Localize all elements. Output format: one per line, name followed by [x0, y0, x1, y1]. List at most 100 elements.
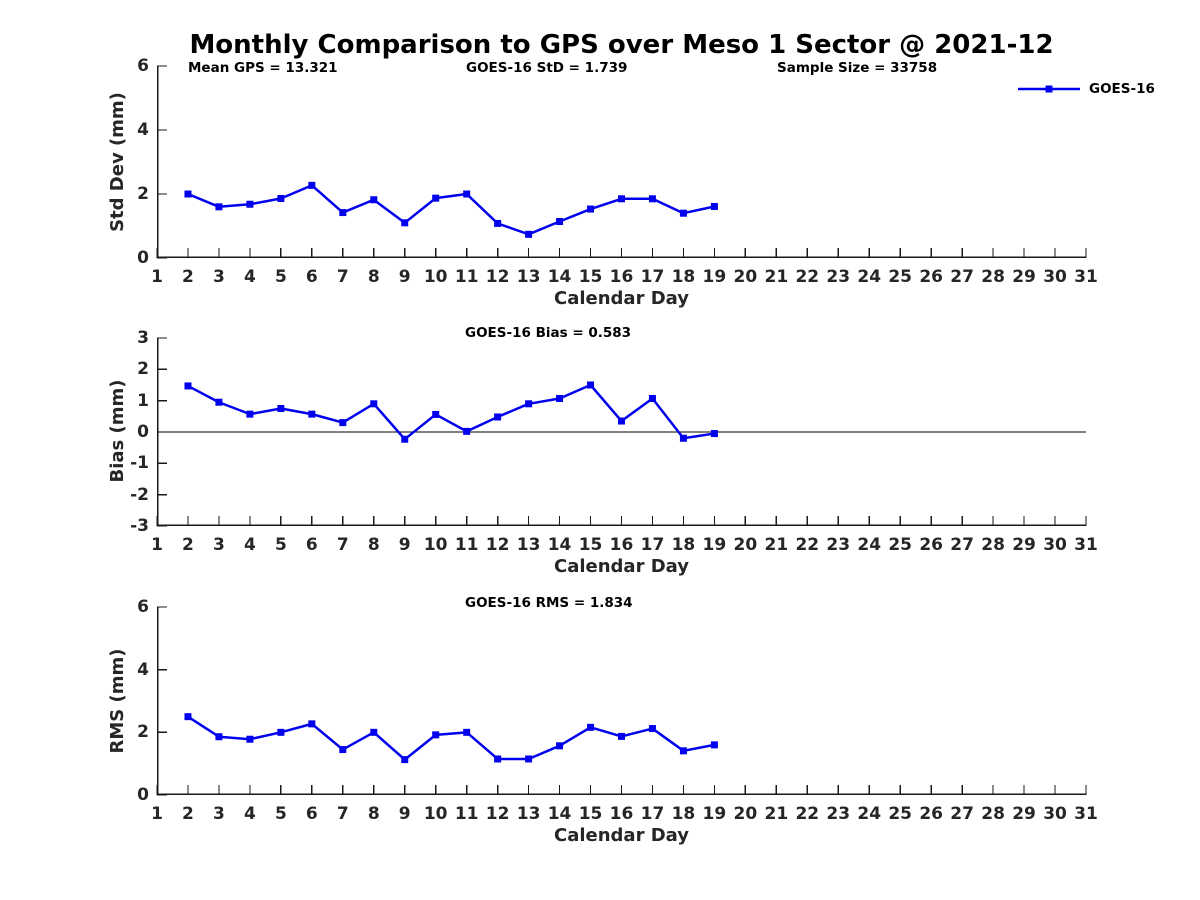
x-tick-label: 25 [888, 804, 913, 824]
x-tick-label: 13 [516, 804, 541, 824]
x-tick-label: 4 [243, 804, 256, 824]
data-point-marker [401, 219, 409, 227]
x-tick-label: 21 [764, 804, 789, 824]
x-tick-label: 28 [981, 535, 1005, 555]
x-tick-label: 9 [398, 535, 411, 555]
x-tick-label: 29 [1012, 535, 1036, 555]
x-tick-label: 18 [671, 804, 696, 824]
data-point-marker [618, 732, 625, 740]
x-tick-label: 2 [182, 535, 194, 555]
annotation-sample-size: Sample Size = 33758 [777, 60, 938, 76]
y-tick-label: 1 [137, 390, 149, 411]
y-tick-label: 6 [137, 597, 149, 617]
x-tick-label: 27 [950, 267, 974, 287]
data-point-marker [618, 417, 625, 425]
x-tick-label: 31 [1074, 804, 1098, 824]
data-point-marker [587, 723, 595, 731]
data-point-marker [215, 733, 223, 741]
legend: GOES-16 [1017, 79, 1155, 99]
x-tick-label: 21 [764, 267, 789, 287]
x-tick-label: 7 [336, 804, 349, 824]
x-tick-label: 10 [423, 535, 448, 555]
data-point-marker [277, 728, 285, 736]
ylabel-std-dev: Std Dev (mm) [107, 92, 128, 232]
x-tick-label: 14 [547, 535, 572, 555]
x-tick-label: 25 [888, 535, 913, 555]
x-tick-label: 29 [1012, 267, 1036, 287]
data-point-marker [339, 419, 347, 427]
x-tick-label: 2 [182, 267, 194, 287]
x-tick-label: 14 [547, 267, 572, 287]
data-point-marker [494, 219, 502, 227]
x-tick-label: 30 [1043, 267, 1067, 287]
x-tick-label: 16 [609, 804, 634, 824]
x-tick-label: 1 [151, 267, 163, 287]
x-tick-label: 19 [702, 535, 727, 555]
y-tick-label: 3 [137, 328, 149, 348]
x-tick-label: 3 [213, 267, 225, 287]
x-tick-label: 5 [274, 535, 287, 555]
data-point-marker [463, 190, 471, 198]
subtitle-bias: GOES-16 Bias = 0.583 [465, 325, 632, 341]
legend-label: GOES-16 [1089, 81, 1155, 97]
data-point-marker [618, 195, 625, 203]
x-tick-label: 11 [454, 804, 479, 824]
data-point-marker [525, 755, 533, 763]
data-point-marker [246, 410, 254, 418]
x-tick-label: 22 [795, 804, 820, 824]
data-point-marker [525, 400, 533, 408]
data-point-marker [184, 190, 192, 198]
annotation-mean-gps: Mean GPS = 13.321 [188, 60, 338, 76]
figure-title: Monthly Comparison to GPS over Meso 1 Se… [189, 30, 1054, 60]
xlabel-rms: Calendar Day [554, 825, 689, 846]
x-tick-label: 24 [857, 804, 882, 824]
x-tick-label: 13 [516, 267, 541, 287]
data-point-marker [710, 202, 718, 210]
data-point-marker [370, 196, 378, 204]
x-tick-label: 24 [857, 535, 882, 555]
data-point-marker [587, 205, 595, 213]
data-point-marker [679, 434, 687, 442]
data-point-marker [648, 195, 656, 203]
x-tick-label: 9 [398, 804, 411, 824]
data-point-marker [308, 720, 316, 728]
data-point-marker [525, 230, 533, 238]
x-tick-label: 7 [336, 267, 349, 287]
x-tick-label: 6 [305, 267, 318, 287]
data-point-marker [556, 394, 564, 402]
x-tick-label: 3 [213, 804, 225, 824]
x-tick-label: 15 [578, 804, 603, 824]
x-tick-label: 20 [733, 267, 758, 287]
data-point-marker [184, 713, 192, 721]
x-tick-label: 17 [640, 804, 665, 824]
data-point-marker [432, 410, 440, 418]
data-point-marker [277, 194, 285, 202]
x-tick-label: 16 [609, 267, 634, 287]
x-tick-label: 17 [640, 535, 665, 555]
x-tick-label: 20 [733, 535, 758, 555]
x-tick-label: 9 [398, 267, 411, 287]
data-point-marker [648, 725, 656, 733]
data-point-marker [494, 755, 502, 763]
x-tick-label: 8 [367, 535, 380, 555]
y-tick-label: 2 [137, 359, 149, 380]
x-tick-label: 22 [795, 267, 820, 287]
data-point-marker [339, 209, 347, 217]
x-tick-label: 17 [640, 267, 665, 287]
x-tick-label: 11 [454, 535, 479, 555]
y-tick-label: 0 [137, 785, 149, 805]
data-point-marker [587, 381, 595, 389]
legend-line-icon [1018, 85, 1080, 93]
x-tick-label: 12 [485, 267, 510, 287]
x-tick-label: 6 [305, 804, 318, 824]
data-point-marker [556, 742, 564, 750]
x-tick-label: 28 [981, 804, 1005, 824]
data-point-marker [432, 731, 440, 739]
data-point-marker [308, 181, 316, 189]
x-tick-label: 23 [826, 535, 851, 555]
data-point-marker [679, 747, 687, 755]
data-point-marker [463, 427, 471, 435]
x-tick-label: 8 [367, 267, 380, 287]
y-tick-label: 2 [137, 184, 149, 204]
x-tick-label: 18 [671, 267, 696, 287]
